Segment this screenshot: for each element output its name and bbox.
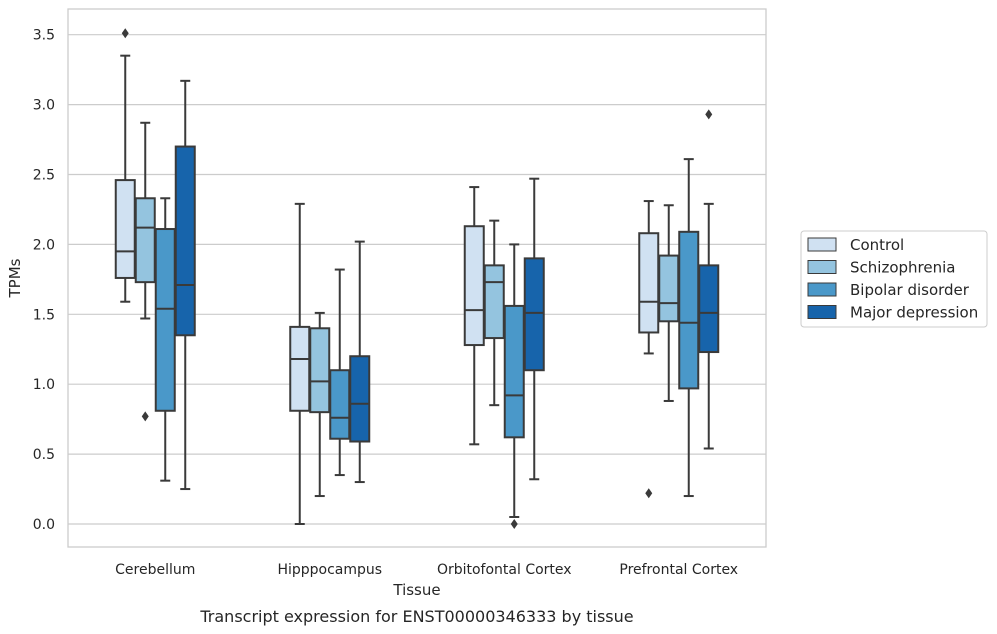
legend-frame [800,230,988,328]
y-tick-label: 1.0 [33,377,55,393]
box-body [154,228,176,412]
y-tick-label: 0.0 [33,517,55,533]
box-body [678,230,700,390]
box-body [309,327,331,414]
box [503,243,525,529]
y-tick-label: 2.5 [33,168,55,184]
box-body [658,254,680,323]
box [134,121,156,422]
legend-swatch [807,237,837,252]
box-body [638,232,660,334]
box-body [698,264,720,354]
box [329,268,351,477]
y-axis-label: TPMs [6,258,24,298]
y-tick-label: 2.0 [33,237,55,253]
x-axis-ticks: Cerebellum Hipppocampus Orbitofontal Corte… [115,562,738,578]
box-series-group [114,28,720,529]
outlier-point [705,109,713,120]
box [174,79,196,491]
y-tick-label: 3.5 [33,28,55,44]
legend-swatch [807,305,837,319]
box-body [503,304,525,439]
series-bipolar-disorder [154,158,700,529]
box-body [483,264,505,340]
outlier-point [141,411,149,422]
box [523,177,545,481]
box-body [114,179,136,279]
legend-label: Schizophrenia [850,259,955,277]
legend: Control Schizophrenia Bipolar disorder Majo… [800,230,988,328]
box-body [134,197,156,284]
box [289,202,311,525]
box [114,28,136,303]
plot-area-frame [67,8,767,548]
box [678,158,700,498]
outlier-point [645,488,653,499]
box [658,204,680,402]
box [154,197,176,482]
box [349,240,371,484]
outlier-point [121,28,129,39]
box-body [349,355,371,443]
legend-label: Major depression [850,304,978,322]
box-body [289,325,311,412]
y-tick-label: 1.5 [33,307,55,323]
y-tick-label: 0.5 [33,447,55,463]
legend-label: Bipolar disorder [850,281,970,299]
outlier-point [510,519,518,529]
box [463,186,485,446]
box-body [523,257,545,372]
legend-swatch [807,282,837,297]
box [309,311,331,498]
y-tick-label: 3.0 [33,98,55,114]
series-schizophrenia [134,121,680,498]
box-body [174,145,196,337]
y-axis-ticks: 0.0 0.5 1.0 1.5 2.0 2.5 3.0 3.5 [33,28,55,533]
legend-swatch [807,260,837,274]
x-tick-label: Hipppocampus [277,562,382,578]
series-major-depression [174,79,720,491]
x-tick-label: Prefrontal Cortex [619,562,738,578]
box-body [463,225,485,347]
box [698,109,720,450]
legend-label: Control [850,236,904,254]
box [483,219,505,407]
box-body [329,369,351,440]
x-tick-label: Cerebellum [115,562,195,578]
series-control [114,28,660,525]
chart-caption: Transcript expression for ENST0000034633… [199,607,633,626]
x-tick-label: Orbitofontal Cortex [437,562,572,578]
x-axis-label: Tissue [392,581,440,599]
